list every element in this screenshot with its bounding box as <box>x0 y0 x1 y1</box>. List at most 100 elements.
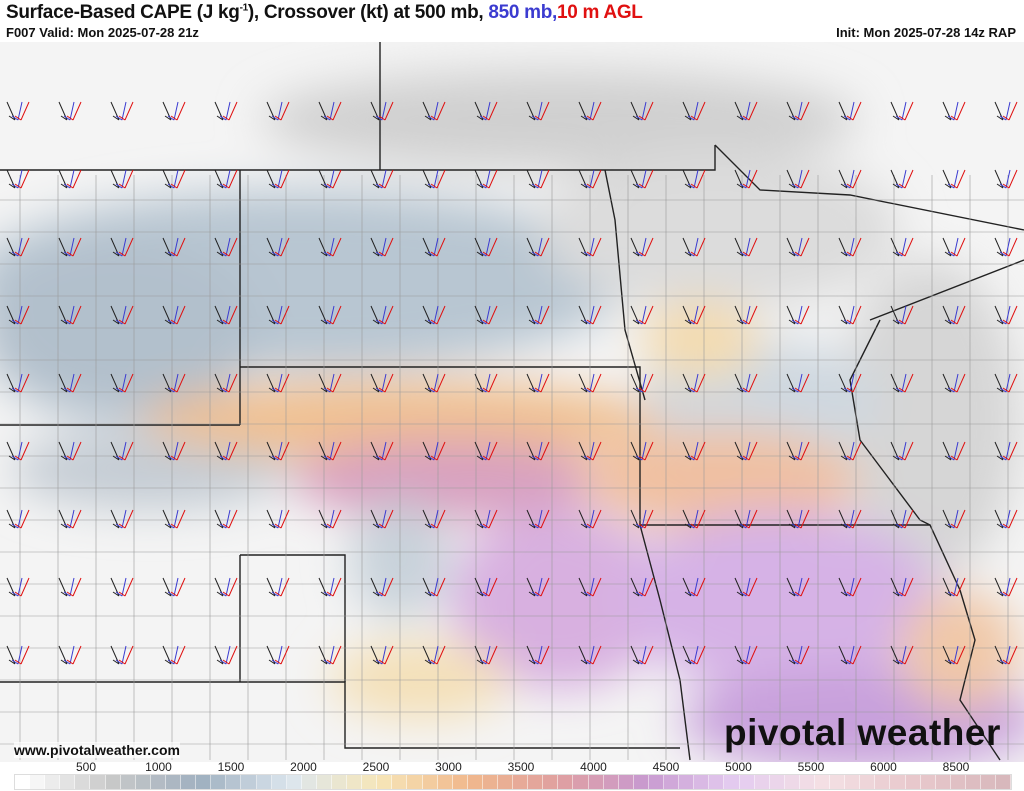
wind-barb <box>838 169 862 189</box>
colorbar-label: 2500 <box>362 760 390 774</box>
colorbar-cell <box>875 775 891 789</box>
site-url: www.pivotalweather.com <box>14 742 180 758</box>
cape-map <box>0 42 1024 762</box>
wind-barb <box>58 305 82 325</box>
wind-barb <box>838 305 862 325</box>
wind-barb <box>370 645 394 665</box>
wind-barb <box>786 237 810 257</box>
colorbar-cell <box>588 775 604 789</box>
init-time: Init: Mon 2025-07-28 14z RAP <box>836 25 1016 40</box>
wind-barb <box>214 373 238 393</box>
colorbar-cell <box>45 775 61 789</box>
colorbar-cell <box>799 775 815 789</box>
colorbar-cell <box>226 775 242 789</box>
colorbar-cell <box>135 775 151 789</box>
wind-barb <box>162 441 186 461</box>
wind-barb <box>370 101 394 121</box>
colorbar-cell <box>90 775 106 789</box>
wind-barb <box>526 645 550 665</box>
colorbar-cell <box>181 775 197 789</box>
wind-barb <box>994 509 1018 529</box>
colorbar-cell <box>211 775 227 789</box>
wind-barb <box>890 237 914 257</box>
wind-barb <box>630 441 654 461</box>
wind-barb <box>630 645 654 665</box>
colorbar-cell <box>513 775 529 789</box>
wind-barb <box>734 169 758 189</box>
colorbar-label: 3500 <box>507 760 535 774</box>
wind-barb <box>942 169 966 189</box>
wind-barb <box>838 577 862 597</box>
wind-barb <box>370 509 394 529</box>
colorbar-cell <box>316 775 332 789</box>
colorbar-cell <box>120 775 136 789</box>
colorbar-cell <box>105 775 121 789</box>
wind-barb <box>318 101 342 121</box>
wind-barb <box>890 169 914 189</box>
colorbar-cell <box>965 775 981 789</box>
wind-barb <box>838 441 862 461</box>
wind-barb <box>266 101 290 121</box>
wind-barb <box>578 441 602 461</box>
colorbar-label: 3000 <box>435 760 462 774</box>
wind-barb <box>474 645 498 665</box>
wind-barb <box>994 305 1018 325</box>
colorbar-cell <box>362 775 378 789</box>
wind-barb <box>214 101 238 121</box>
wind-barb <box>162 645 186 665</box>
wind-barb <box>630 577 654 597</box>
wind-barb <box>58 373 82 393</box>
wind-barb <box>318 645 342 665</box>
wind-barb <box>630 237 654 257</box>
wind-barb <box>474 169 498 189</box>
colorbar-cell <box>996 775 1012 789</box>
colorbar-cell <box>618 775 634 789</box>
colorbar-cell <box>709 775 725 789</box>
wind-barb <box>682 101 706 121</box>
wind-barb <box>994 441 1018 461</box>
colorbar-cell <box>60 775 76 789</box>
wind-barb <box>890 305 914 325</box>
wind-barb <box>214 237 238 257</box>
wind-barb <box>110 509 134 529</box>
wind-barb <box>266 237 290 257</box>
colorbar-label: 6000 <box>870 760 897 774</box>
wind-barb <box>318 237 342 257</box>
wind-barb <box>734 577 758 597</box>
state-borders <box>0 42 1024 761</box>
wind-barb <box>110 101 134 121</box>
wind-barb <box>942 645 966 665</box>
wind-barb <box>630 509 654 529</box>
colorbar-cell <box>981 775 997 789</box>
wind-barb <box>526 441 550 461</box>
colorbar-cell <box>392 775 408 789</box>
title-850mb: 850 mb, <box>488 2 558 23</box>
wind-barb <box>578 373 602 393</box>
wind-barb <box>422 237 446 257</box>
colorbar-cell <box>271 775 287 789</box>
cape-field <box>0 70 1024 762</box>
wind-barb <box>58 441 82 461</box>
colorbar-cell <box>648 775 665 789</box>
wind-barb <box>578 645 602 665</box>
wind-barb <box>214 441 238 461</box>
colorbar-label: 1500 <box>217 760 245 774</box>
wind-barb <box>422 305 446 325</box>
colorbar-cell <box>724 775 740 789</box>
wind-barb <box>682 373 706 393</box>
wind-barb <box>734 373 758 393</box>
wind-barb <box>58 645 82 665</box>
wind-barb <box>162 577 186 597</box>
county-lines <box>0 175 1024 760</box>
wind-barb <box>630 101 654 121</box>
wind-barb <box>630 305 654 325</box>
wind-barb <box>214 577 238 597</box>
colorbar-cell <box>558 775 574 789</box>
wind-barb <box>422 645 446 665</box>
colorbar-cell <box>543 775 559 789</box>
wind-barb <box>994 373 1018 393</box>
wind-barb <box>474 509 498 529</box>
wind-barb <box>6 237 30 257</box>
wind-barb <box>110 169 134 189</box>
colorbar-label: 5000 <box>725 760 752 774</box>
